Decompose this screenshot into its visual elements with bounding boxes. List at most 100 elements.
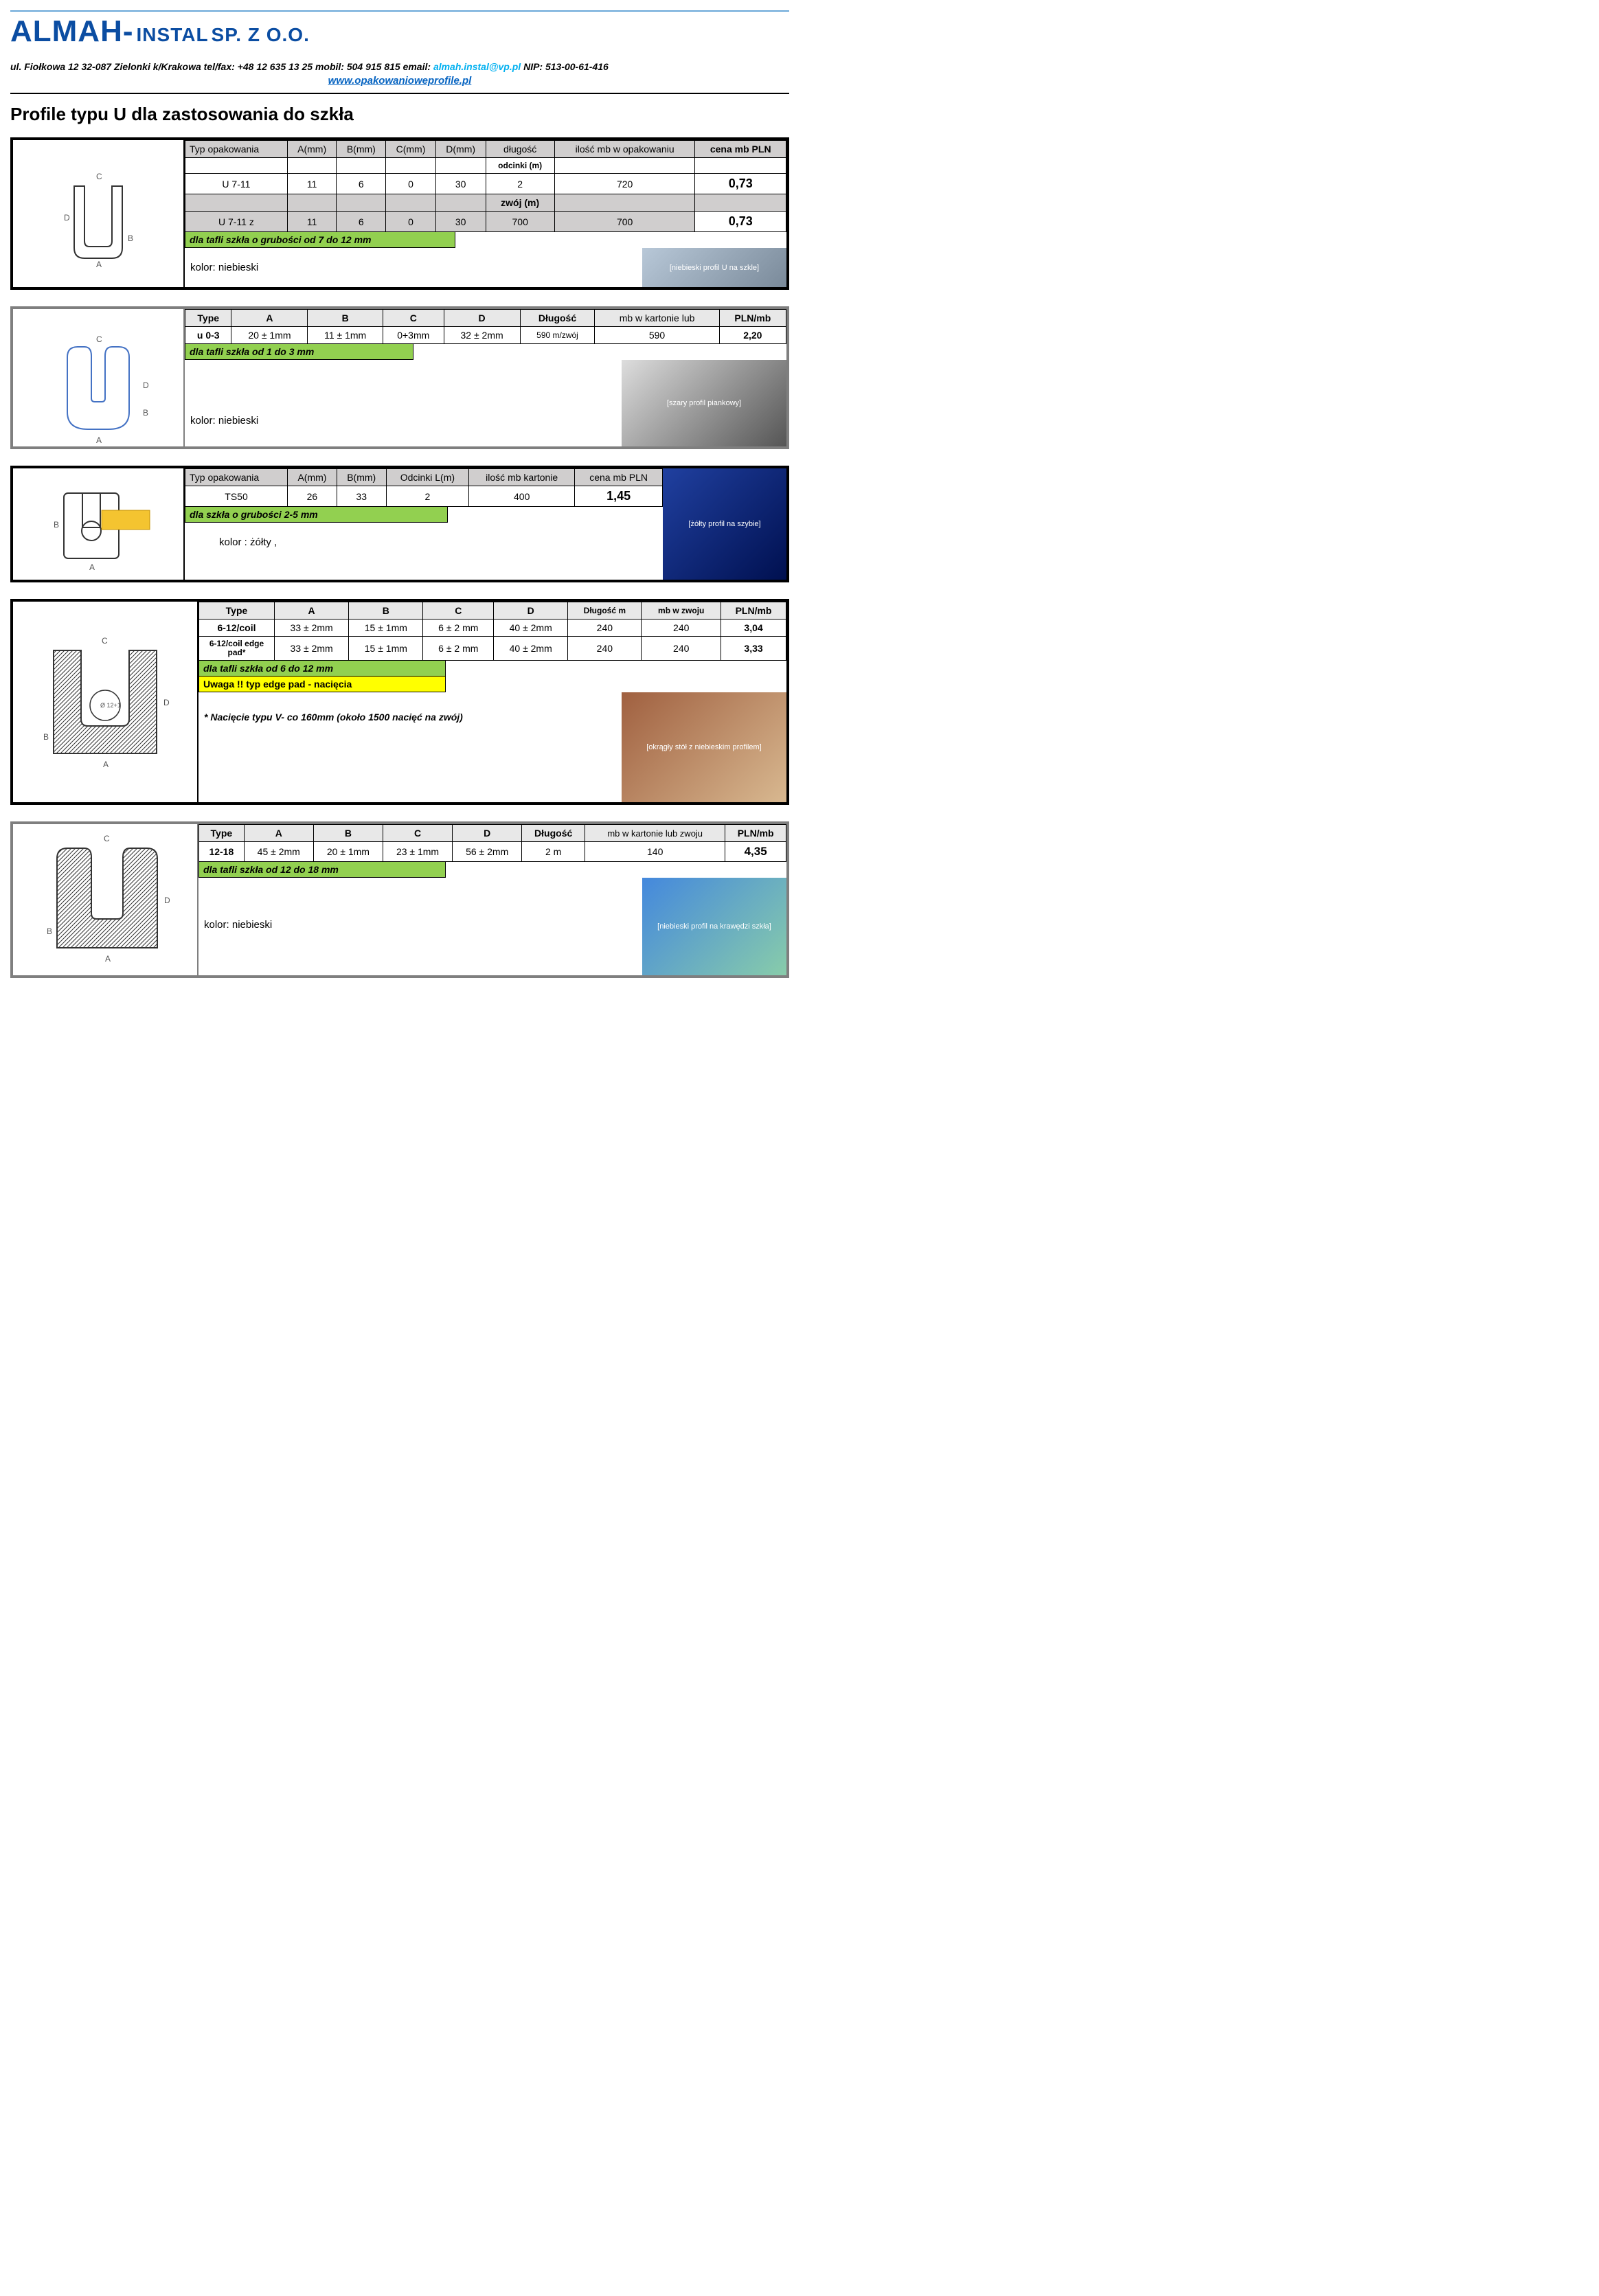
th: D [494, 602, 568, 620]
cell: 590 m/zwój [520, 327, 595, 344]
cell: 2 [386, 486, 469, 507]
cell: 6 ± 2 mm [423, 620, 494, 637]
th: ilość mb w opakowaniu [554, 141, 695, 158]
svg-text:A: A [103, 760, 109, 769]
cell: 6-12/coil edge pad* [199, 637, 275, 661]
svg-text:B: B [54, 520, 59, 530]
svg-text:C: C [96, 172, 102, 181]
table-row: 12-18 45 ± 2mm 20 ± 1mm 23 ± 1mm 56 ± 2m… [199, 842, 786, 862]
page-title: Profile typu U dla zastosowania do szkła [10, 104, 789, 125]
svg-text:B: B [143, 408, 148, 418]
cell: u 0-3 [185, 327, 231, 344]
spec-table-3: Typ opakowania A(mm) B(mm) Odcinki L(m) … [185, 468, 663, 507]
th: ilość mb kartonie [469, 469, 575, 486]
th: B [349, 602, 423, 620]
th: D [444, 310, 520, 327]
price-cell: 0,73 [695, 212, 786, 232]
table-row: U 7-11 z 11 6 0 30 700 700 0,73 [185, 212, 786, 232]
price-cell: 4,35 [725, 842, 786, 862]
cell: 40 ± 2mm [494, 637, 568, 661]
subheader: zwój (m) [486, 194, 554, 212]
svg-text:Ø 12+1: Ø 12+1 [100, 702, 121, 709]
diagram-12-18: C D B A [13, 824, 199, 975]
cell: 590 [595, 327, 719, 344]
profile-diagram-icon: Ø 12+1 C D B A [26, 623, 184, 781]
th: Type [199, 602, 275, 620]
green-note: dla tafli szkła od 6 do 12 mm [199, 661, 446, 677]
th: A [244, 825, 313, 842]
product-image: [okrągły stół z niebieskim profilem] [622, 692, 786, 802]
cell: 15 ± 1mm [349, 637, 423, 661]
green-note: dla tafli szkła od 12 do 18 mm [199, 862, 446, 878]
th: PLN/mb [725, 825, 786, 842]
cell: 20 ± 1mm [231, 327, 308, 344]
contact-info: ul. Fiołkowa 12 32-087 Zielonki k/Krakow… [10, 61, 789, 72]
profile-diagram-icon: B A [40, 473, 157, 576]
cell: 0+3mm [383, 327, 444, 344]
th: Typ opakowania [185, 141, 288, 158]
th: D [453, 825, 522, 842]
th: PLN/mb [721, 602, 786, 620]
th: A [231, 310, 308, 327]
company-header: ALMAH-INSTAL SP. Z O.O. ul. Fiołkowa 12 … [10, 10, 789, 94]
diagram-u0-3: C D B A [13, 309, 185, 446]
svg-text:B: B [43, 732, 49, 742]
th: B [313, 825, 383, 842]
svg-text:B: B [47, 927, 52, 936]
profile-diagram-icon: C D B A [30, 824, 181, 975]
svg-text:D: D [143, 380, 149, 390]
th: B [308, 310, 383, 327]
svg-text:A: A [96, 260, 102, 269]
svg-text:B: B [128, 234, 133, 243]
spec-table-1: Typ opakowania A(mm) B(mm) C(mm) D(mm) d… [185, 140, 786, 232]
diagram-u7-11: C D B A [13, 140, 185, 287]
cell: 20 ± 1mm [313, 842, 383, 862]
svg-text:A: A [89, 562, 95, 572]
th: PLN/mb [719, 310, 786, 327]
product-block-u7-11: C D B A Typ opakowania A(mm) B(mm) C(mm)… [10, 137, 789, 290]
cell: 33 ± 2mm [275, 637, 349, 661]
green-note: dla tafli szkła od 1 do 3 mm [185, 344, 413, 360]
price-cell: 3,04 [721, 620, 786, 637]
cell: 700 [486, 212, 554, 232]
th: A(mm) [287, 141, 337, 158]
cell: 6 [337, 212, 386, 232]
cell: 40 ± 2mm [494, 620, 568, 637]
subheader: odcinki (m) [486, 158, 554, 174]
th: C(mm) [386, 141, 436, 158]
footnote: * Nacięcie typu V- co 160mm (około 1500 … [199, 692, 622, 728]
cell: 240 [568, 637, 642, 661]
spec-table-2: Type A B C D Długość mb w kartonie lub P… [185, 309, 786, 344]
cell: 400 [469, 486, 575, 507]
color-info: kolor: niebieski [199, 878, 642, 975]
th: D(mm) [435, 141, 486, 158]
price-cell: 0,73 [695, 174, 786, 194]
diagram-6-12: Ø 12+1 C D B A [13, 602, 199, 802]
contact-nip: NIP: 513-00-61-416 [521, 61, 609, 72]
website-link[interactable]: www.opakowanioweprofile.pl [328, 75, 472, 87]
cell: 11 ± 1mm [308, 327, 383, 344]
product-block-6-12: Ø 12+1 C D B A Type A B C D Długość m mb… [10, 599, 789, 805]
th: Długość [520, 310, 595, 327]
cell: 15 ± 1mm [349, 620, 423, 637]
product-image: [żółty profil na szybie] [663, 468, 786, 580]
cell: 33 [337, 486, 386, 507]
svg-text:A: A [105, 954, 111, 964]
product-image: [niebieski profil U na szkle] [642, 248, 786, 287]
cell: 700 [554, 212, 695, 232]
svg-text:D: D [164, 896, 170, 905]
company-logo: ALMAH-INSTAL SP. Z O.O. [10, 10, 789, 49]
product-block-ts50: B A Typ opakowania A(mm) B(mm) Odcinki L… [10, 466, 789, 582]
cell: 26 [288, 486, 337, 507]
th: B(mm) [337, 469, 386, 486]
svg-text:D: D [163, 698, 170, 707]
price-cell: 2,20 [719, 327, 786, 344]
th: Typ opakowania [185, 469, 288, 486]
th: długość [486, 141, 554, 158]
cell: U 7-11 z [185, 212, 288, 232]
svg-text:C: C [102, 636, 108, 646]
product-image: [szary profil piankowy] [622, 360, 786, 446]
cell: 0 [386, 212, 436, 232]
yellow-warning: Uwaga !! typ edge pad - nacięcia [199, 677, 446, 692]
profile-diagram-icon: C D B A [47, 159, 150, 269]
